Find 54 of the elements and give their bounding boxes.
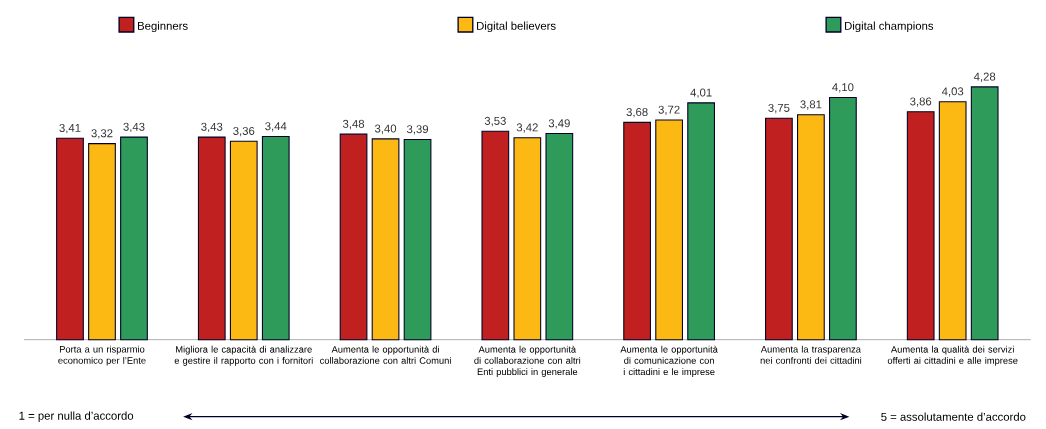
data-label: 4,28 (973, 72, 996, 82)
bar (906, 111, 935, 341)
bar (56, 137, 84, 341)
text: 5 = assolutamente d’accordo (881, 412, 1026, 421)
data-label: 4,10 (832, 83, 854, 93)
data-label: 3,43 (123, 122, 145, 133)
bar (513, 137, 542, 341)
bar (623, 121, 651, 341)
data-label: 3,32 (91, 129, 113, 139)
data-label: 3,48 (342, 119, 365, 130)
bar (545, 133, 574, 341)
bar (229, 140, 258, 341)
bar (261, 135, 290, 341)
data-label: 3,36 (233, 126, 255, 137)
legend-label: Digital champions (845, 21, 934, 33)
bar (655, 119, 683, 341)
bar (371, 138, 400, 341)
bar (120, 136, 148, 341)
text: 1 = per nulla d’accordo (19, 411, 134, 422)
data-label: 4,03 (941, 87, 964, 97)
legend-label: Digital believers (477, 21, 556, 33)
bar (481, 130, 510, 341)
bar (938, 101, 967, 341)
x-tick-label: Aumenta la qualità dei servizi offerti ai cittadini e alle imprese (887, 345, 1018, 366)
data-label: 3,42 (516, 123, 538, 133)
x-tick-label: Aumenta la trasparenza nei confronti dei cittadini (760, 345, 862, 364)
bar (765, 117, 793, 341)
data-label: 3,40 (374, 124, 397, 134)
data-label: 3,86 (910, 97, 932, 107)
data-label: 3,44 (265, 122, 287, 132)
data-label: 3,49 (548, 119, 570, 129)
x-tick-label: Aumenta le opportunità di comunicazione con i cittadini e le imprese (620, 345, 718, 377)
legend-label: Beginners (138, 21, 188, 33)
data-label: 3,75 (768, 103, 790, 114)
data-label: 3,81 (800, 100, 822, 110)
x-tick-label: Migliora le capacità di analizzare e gestire il rapporto con i fornitori (174, 345, 313, 366)
data-label: 3,53 (484, 116, 506, 127)
bar (339, 133, 368, 341)
data-label: 3,43 (201, 122, 223, 133)
bar (797, 114, 825, 341)
x-tick-label: Porta a un risparmio economico per l’Ente (58, 345, 146, 366)
bar (829, 97, 857, 341)
bar (88, 143, 116, 341)
data-label: 4,01 (690, 88, 712, 98)
data-label: 3,68 (626, 108, 648, 118)
data-label: 3,72 (658, 105, 680, 115)
bar (687, 102, 715, 341)
bar (197, 136, 226, 341)
bar (403, 138, 432, 341)
bar (970, 86, 999, 341)
data-label: 3,41 (59, 123, 81, 134)
data-label: 3,39 (406, 125, 429, 135)
x-tick-label: Aumenta le opportunità di collaborazione con altri Comuni (320, 345, 451, 364)
x-tick-label: Aumenta le opportunità di collaborazione con altri Enti pubblici in generale (474, 345, 581, 377)
